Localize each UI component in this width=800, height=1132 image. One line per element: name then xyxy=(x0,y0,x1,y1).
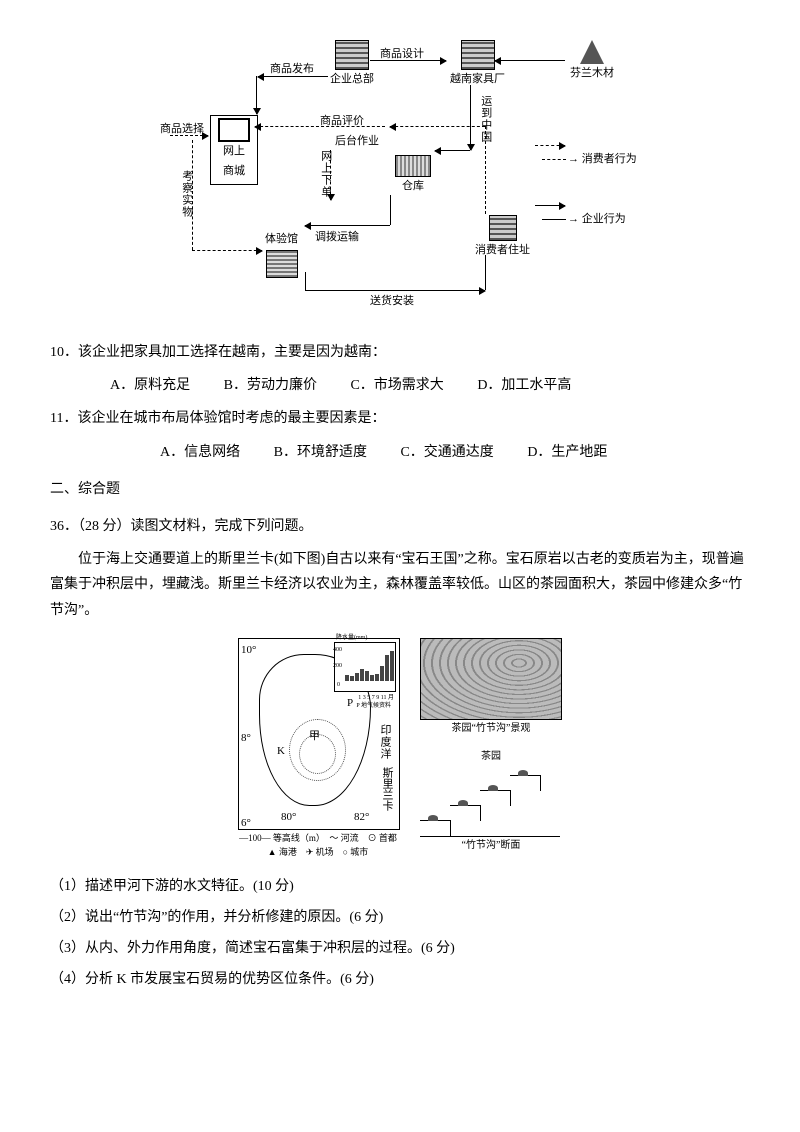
pavilion-label: 体验馆 xyxy=(265,230,298,250)
q10-opt-b: B．劳动力廉价 xyxy=(224,378,317,393)
lbl-order: 网上下单 xyxy=(315,150,335,198)
backend-label: 后台作业 xyxy=(335,132,379,152)
q11-opt-d: D．生产地距 xyxy=(527,445,607,460)
finland-node: 芬兰木材 xyxy=(570,40,614,84)
q11-stem: 11．该企业在城市布局体验馆时考虑的最主要因素是： xyxy=(50,406,750,431)
lat8: 8° xyxy=(241,729,251,749)
chart-title: 降水量(mm) xyxy=(336,633,367,644)
legend-solid-arrow xyxy=(535,205,565,206)
finland-label: 芬兰木材 xyxy=(570,64,614,84)
q10-opt-a: A．原料充足 xyxy=(110,378,190,393)
lat10: 10° xyxy=(241,641,256,661)
lon82: 82° xyxy=(354,808,369,828)
q11-options: A．信息网络 B．环境舒适度 C．交通通达度 D．生产地距 xyxy=(160,440,750,465)
arrow-dispatch-v xyxy=(390,195,391,225)
warehouse-label: 仓库 xyxy=(395,177,431,197)
pavilion-node: 体验馆 xyxy=(265,230,298,278)
section2-title: 二、综合题 xyxy=(50,477,750,502)
terrace-section xyxy=(420,766,560,837)
pt-k: K xyxy=(277,742,285,762)
terrace-section-top: 茶园 xyxy=(420,748,562,766)
pt-p: P xyxy=(347,694,353,714)
arrow-tochina xyxy=(470,85,471,150)
map-legend1: —100— 等高线（m） ～ 河流 ⊙ 首都 xyxy=(238,832,398,845)
lat6: 6° xyxy=(241,814,251,834)
arrow-inspect-h xyxy=(192,250,262,251)
lbl-rate: 商品评价 xyxy=(320,112,364,132)
q36-sub1: （1）描述甲河下游的水文特征。(10 分) xyxy=(50,874,750,899)
terrace-section-block: 茶园 “竹节沟”断面 xyxy=(420,748,562,855)
q10-options: A．原料充足 B．劳动力廉价 C．市场需求大 D．加工水平高 xyxy=(110,373,750,398)
legend-consumer: → 消费者行为 xyxy=(540,150,637,170)
q11-opt-a: A．信息网络 xyxy=(160,445,240,460)
hq-label: 企业总部 xyxy=(330,70,374,90)
q36-para1: 位于海上交通要道上的斯里兰卡(如下图)自古以来有“宝石王国”之称。宝石原岩以古老… xyxy=(50,547,750,623)
q36-figure-group: 10° 8° 6° 80° 82° P K 甲 印度洋 斯里兰卡 降水量(mm)… xyxy=(50,638,750,859)
climate-chart: 降水量(mm) 400 200 0 xyxy=(334,642,396,692)
y400: 400 xyxy=(333,645,342,656)
arrow-wood xyxy=(495,60,565,61)
country-label: 斯里兰卡 xyxy=(376,767,396,811)
hq-node: 企业总部 xyxy=(330,40,374,90)
arrow-dispatch xyxy=(305,225,390,226)
map-legend2: ▲ 海港 ✈ 机场 ○ 城市 xyxy=(238,846,398,859)
y0: 0 xyxy=(337,680,340,691)
lon80: 80° xyxy=(281,808,296,828)
terrace-photo-block: 茶园“竹节沟”景观 xyxy=(420,638,562,738)
mall-label: 网上 商城 xyxy=(215,142,253,182)
lbl-inspect: 考察实物 xyxy=(176,170,196,218)
lbl-design: 商品设计 xyxy=(380,45,424,65)
q36-stem: 36．（28 分）读图文材料，完成下列问题。 xyxy=(50,514,750,539)
q10-opt-c: C．市场需求大 xyxy=(350,378,443,393)
q11-opt-c: C．交通通达度 xyxy=(400,445,493,460)
legend-consumer-text: 消费者行为 xyxy=(582,153,637,165)
arrow-deliver-v xyxy=(485,255,486,290)
arrow-deliver xyxy=(305,290,485,291)
lbl-publish: 商品发布 xyxy=(270,60,314,80)
terrace-photo-label: 茶园“竹节沟”景观 xyxy=(420,720,562,738)
terrace-section-label: “竹节沟”断面 xyxy=(420,837,562,855)
consumer-label: 消费者住址 xyxy=(475,241,530,261)
warehouse-node: 仓库 xyxy=(395,155,431,197)
sea-label: 印度洋 xyxy=(374,724,394,760)
q10-opt-d: D．加工水平高 xyxy=(477,378,571,393)
lbl-deliver: 送货安装 xyxy=(370,292,414,312)
legend-company-text: 企业行为 xyxy=(582,213,626,225)
q36-sub2: （2）说出“竹节沟”的作用，并分析修建的原因。(6 分) xyxy=(50,905,750,930)
supply-chain-diagram: 企业总部 越南家具厂 芬兰木材 网上 商城 后台作业 仓库 体验馆 xyxy=(50,40,750,320)
q11-opt-b: B．环境舒适度 xyxy=(274,445,367,460)
q10-stem: 10．该企业把家具加工选择在越南，主要是因为越南： xyxy=(50,340,750,365)
arrow-rate2-v xyxy=(485,126,486,214)
consumer-node: 消费者住址 xyxy=(475,215,530,261)
terrace-photo xyxy=(420,638,562,720)
lbl-select: 商品选择 xyxy=(160,120,204,140)
legend-company: → 企业行为 xyxy=(540,210,626,230)
side-figures: 茶园“竹节沟”景观 茶园 “竹节沟”断面 xyxy=(420,638,562,859)
vietnam-label: 越南家具厂 xyxy=(450,70,505,90)
legend-dash-arrow xyxy=(535,145,565,146)
q36-sub4: （4）分析 K 市发展宝石贸易的优势区位条件。(6 分) xyxy=(50,967,750,992)
arrow-publish-v xyxy=(256,76,257,114)
chart-sub: P 地气候资料 xyxy=(356,701,391,712)
map-block: 10° 8° 6° 80° 82° P K 甲 印度洋 斯里兰卡 降水量(mm)… xyxy=(238,638,400,859)
lbl-dispatch: 调拨运输 xyxy=(315,228,359,248)
sri-lanka-map: 10° 8° 6° 80° 82° P K 甲 印度洋 斯里兰卡 降水量(mm)… xyxy=(238,638,400,830)
arrow-deliver-v2 xyxy=(305,272,306,290)
y200: 200 xyxy=(333,661,342,672)
q36-sub3: （3）从内、外力作用角度，简述宝石富集于冲积层的过程。(6 分) xyxy=(50,936,750,961)
arrow-rate2 xyxy=(390,126,485,127)
arrow-tochina-h xyxy=(435,150,470,151)
mall-node: 网上 商城 xyxy=(210,115,258,185)
pt-jia: 甲 xyxy=(309,727,320,747)
